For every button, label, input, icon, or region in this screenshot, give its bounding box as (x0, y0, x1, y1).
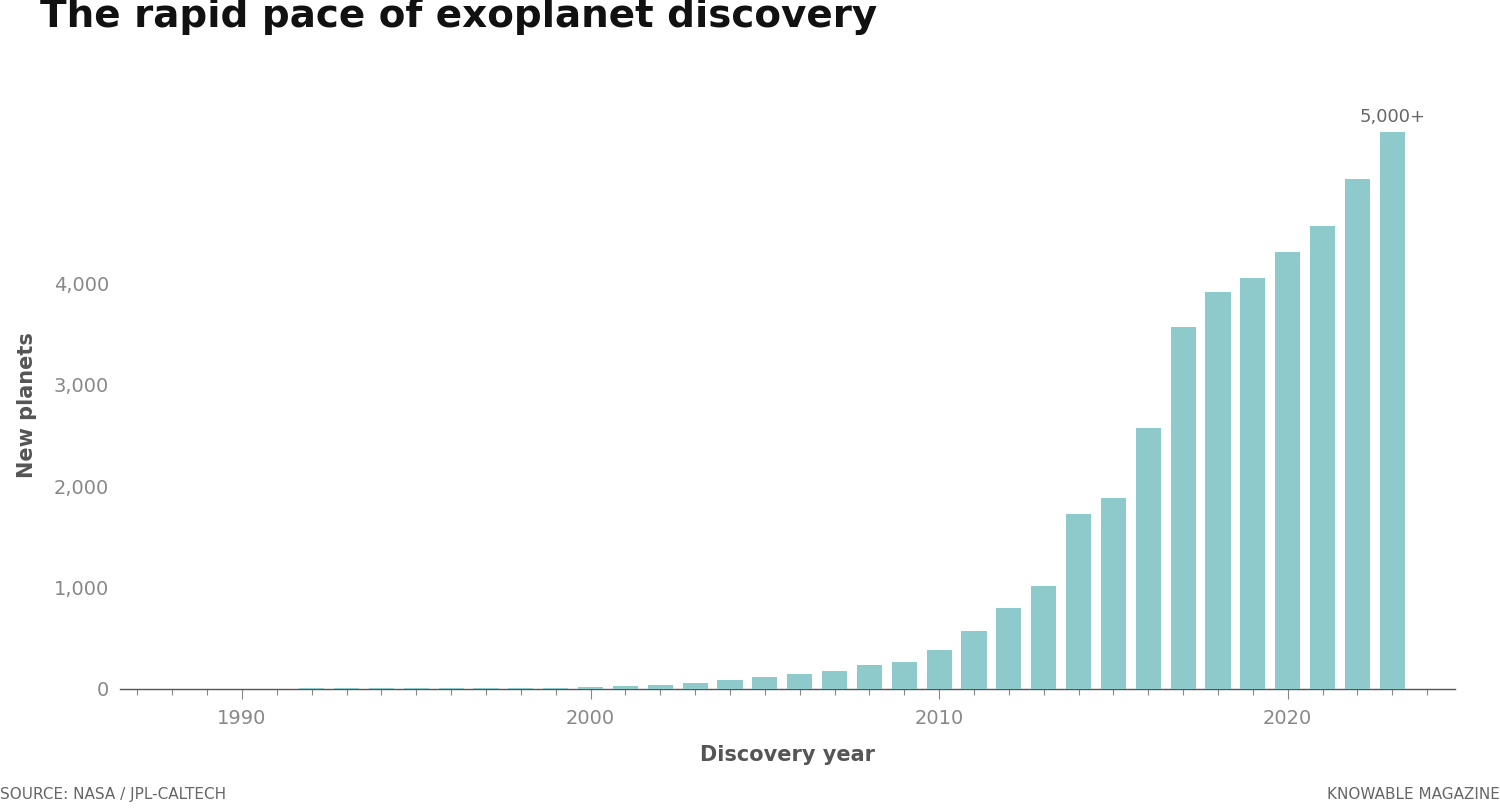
Bar (1030, 586, 1056, 688)
Bar (962, 631, 987, 688)
Bar (1101, 498, 1126, 688)
Bar (1066, 514, 1090, 688)
Bar (788, 674, 812, 688)
Bar (682, 684, 708, 688)
Bar (1346, 179, 1370, 688)
Bar (927, 650, 951, 688)
Bar (822, 671, 848, 688)
Bar (1380, 131, 1406, 688)
Bar (996, 608, 1022, 688)
Bar (1240, 279, 1266, 688)
Bar (578, 687, 603, 688)
Y-axis label: New planets: New planets (16, 332, 38, 478)
Text: The rapid pace of exoplanet discovery: The rapid pace of exoplanet discovery (40, 0, 877, 35)
Bar (891, 662, 916, 688)
Bar (1310, 226, 1335, 688)
Bar (1136, 428, 1161, 688)
Bar (648, 685, 674, 688)
Bar (753, 677, 777, 688)
Bar (1206, 292, 1230, 688)
Text: SOURCE: NASA / JPL-CALTECH: SOURCE: NASA / JPL-CALTECH (0, 787, 226, 802)
Bar (717, 680, 742, 688)
Text: 5,000+: 5,000+ (1359, 108, 1425, 126)
Text: KNOWABLE MAGAZINE: KNOWABLE MAGAZINE (1328, 787, 1500, 802)
Bar (614, 686, 638, 688)
Bar (856, 665, 882, 688)
Bar (1275, 253, 1300, 688)
Bar (1170, 326, 1196, 688)
X-axis label: Discovery year: Discovery year (700, 745, 874, 765)
